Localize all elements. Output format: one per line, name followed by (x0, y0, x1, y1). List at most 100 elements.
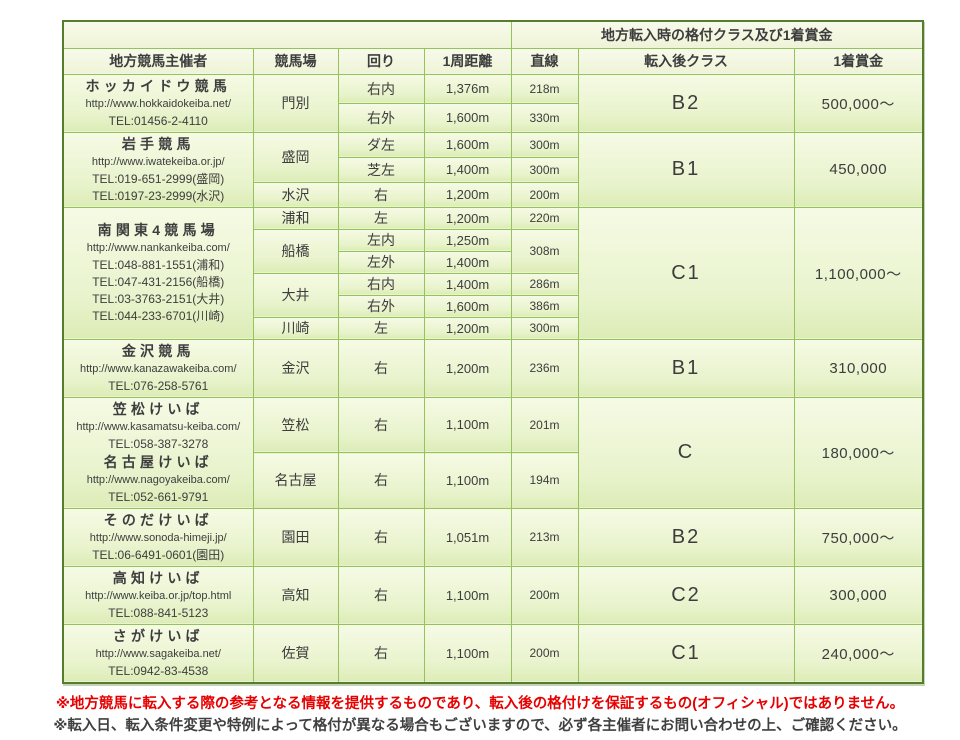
organizer-url: http://www.sagakeiba.net/ (95, 647, 221, 660)
organizer-name: そのだけいば (103, 511, 213, 528)
organizer-name: 南関東4競馬場 (97, 222, 219, 238)
top-header-spacer (62, 20, 512, 49)
class-cell: B1 (577, 338, 795, 398)
racecourse-cell: 水沢 (252, 181, 339, 208)
table-row: 大井 右内 1,400m 286m (63, 272, 923, 318)
lap-distance-cell: 1,200m (423, 338, 512, 398)
organizer-url: http://www.keiba.or.jp/top.html (85, 589, 232, 602)
table-row: 南関東4競馬場 http://www.nankankeiba.com/ TEL:… (62, 206, 924, 340)
lap-distance-cell: 1,600m (423, 131, 512, 158)
lap-distance-cell: 1,400m (423, 250, 512, 274)
table-row: そのだけいば http://www.sonoda-himeji.jp/ TEL:… (62, 507, 924, 567)
direction-cell: 左 (337, 316, 425, 340)
straight-cell: 300m (510, 131, 579, 158)
organizer-tel: TEL:076-258-5761 (108, 378, 209, 393)
organizer-tel: TEL:058-387-3278 (108, 436, 209, 451)
lap-distance-cell: 1,200m (423, 181, 512, 208)
organizer-tel: TEL:044-233-6701(川崎) (92, 309, 225, 323)
organizer-url: http://www.kasamatsu-keiba.com/ (76, 420, 241, 433)
class-cell: B2 (577, 73, 795, 133)
column-header-row: 地方競馬主催者 競馬場 回り 1周距離 直線 転入後クラス 1着賞金 (62, 47, 924, 75)
lap-distance-cell: 1,100m (423, 623, 512, 683)
lap-distance-cell: 1,376m (423, 73, 512, 104)
straight-cell: 330m (510, 102, 579, 133)
organizer-cell: 金沢競馬 http://www.kanazawakeiba.com/ TEL:0… (62, 338, 254, 398)
straight-cell: 201m (510, 396, 579, 453)
organizer-url: http://www.nankankeiba.com/ (86, 242, 230, 254)
organizer-block: そのだけいば http://www.sonoda-himeji.jp/ TEL:… (65, 511, 252, 564)
organizer-cell: 南関東4競馬場 http://www.nankankeiba.com/ TEL:… (62, 206, 254, 340)
organizer-cell: 岩手競馬 http://www.iwatekeiba.or.jp/ TEL:01… (62, 131, 254, 208)
organizer-block: 名古屋けいば http://www.nagoyakeiba.com/ TEL:0… (65, 453, 252, 506)
organizer-url: http://www.nagoyakeiba.com/ (86, 473, 230, 486)
direction-cell: 右 (337, 452, 425, 509)
lap-distance-cell: 1,100m (423, 396, 512, 453)
organizer-url: http://www.sonoda-himeji.jp/ (89, 531, 227, 544)
direction-cell: 右 (337, 507, 425, 567)
prize-cell: 300,000 (793, 565, 924, 625)
direction-cell: 左外 (337, 250, 425, 274)
class-cell: C1 (577, 206, 795, 340)
organizer-name: 笠松けいば (112, 400, 204, 417)
table-row: 岩手競馬 http://www.iwatekeiba.or.jp/ TEL:01… (62, 131, 924, 208)
direction-cell: 右内 (337, 73, 425, 104)
class-cell: C2 (577, 565, 795, 625)
direction-cell: ダ左 (337, 131, 425, 158)
straight-cell: 308m (510, 228, 579, 274)
group-header-cell: 地方転入時の格付クラス及び1着賞金 (510, 20, 924, 49)
organizer-url: http://www.iwatekeiba.or.jp/ (91, 155, 225, 168)
organizer-name: さがけいば (112, 627, 204, 644)
table-row: 川崎 左 1,200m 300m (63, 316, 923, 340)
organizer-block: 岩手競馬 http://www.iwatekeiba.or.jp/ TEL:01… (65, 135, 252, 205)
direction-cell: 右 (337, 338, 425, 398)
group-header-row: 地方転入時の格付クラス及び1着賞金 (62, 20, 924, 49)
table-row: 水沢 右 1,200m 200m (63, 181, 923, 208)
organizer-name: 金沢競馬 (121, 342, 195, 359)
table-row: 金沢競馬 http://www.kanazawakeiba.com/ TEL:0… (62, 338, 924, 398)
column-header-direction: 回り (337, 47, 425, 75)
table-row: 名古屋 右 1,100m 194m (63, 452, 923, 509)
organizer-cell: ホッカイドウ競馬 http://www.hokkaidokeiba.net/ T… (62, 73, 254, 133)
column-header-racecourse: 競馬場 (252, 47, 339, 75)
class-cell: B2 (577, 507, 795, 567)
prize-cell: 310,000 (793, 338, 924, 398)
lap-distance-cell: 1,600m (423, 294, 512, 318)
organizer-tel: TEL:03-3763-2151(大井) (92, 292, 225, 306)
direction-cell: 右外 (337, 102, 425, 133)
prize-cell: 240,000～ (793, 623, 924, 683)
straight-cell: 213m (510, 507, 579, 567)
organizer-cell: 笠松けいば http://www.kasamatsu-keiba.com/ TE… (62, 396, 254, 509)
straight-cell: 236m (510, 338, 579, 398)
organizer-name: 岩手競馬 (121, 135, 195, 152)
organizer-cell: 高知けいば http://www.keiba.or.jp/top.html TE… (62, 565, 254, 625)
prize-cell: 1,100,000～ (793, 206, 924, 340)
table-row: 船橋 左内 1,250m 308m (63, 228, 923, 274)
direction-cell: 右 (337, 565, 425, 625)
organizer-block: 金沢競馬 http://www.kanazawakeiba.com/ TEL:0… (65, 342, 252, 395)
organizer-tel: TEL:052-661-9791 (108, 489, 209, 504)
organizer-name: 名古屋けいば (103, 453, 213, 470)
organizer-name: ホッカイドウ競馬 (85, 77, 232, 94)
straight-cell: 200m (510, 565, 579, 625)
direction-cell: 右 (337, 181, 425, 208)
column-header-class: 転入後クラス (577, 47, 795, 75)
organizer-block: 高知けいば http://www.keiba.or.jp/top.html TE… (65, 569, 252, 622)
column-header-organizer: 地方競馬主催者 (62, 47, 254, 75)
racecourse-cell: 園田 (252, 507, 339, 567)
racecourse-cell: 浦和 (252, 206, 339, 230)
organizer-name: 高知けいば (112, 569, 204, 586)
direction-cell: 左 (337, 206, 425, 230)
grading-table: 地方転入時の格付クラス及び1着賞金 地方競馬主催者 競馬場 回り 1周距離 直線… (62, 20, 924, 684)
table-row: ホッカイドウ競馬 http://www.hokkaidokeiba.net/ T… (62, 73, 924, 133)
lap-distance-cell: 1,200m (423, 206, 512, 230)
column-header-straight: 直線 (510, 47, 579, 75)
straight-cell: 386m (510, 294, 579, 318)
organizer-tel: TEL:01456-2-4110 (108, 113, 208, 128)
racecourse-cell: 高知 (252, 565, 339, 625)
racecourse-cell: 大井 (252, 272, 339, 318)
direction-cell: 右内 (337, 272, 425, 296)
prize-cell: 750,000～ (793, 507, 924, 567)
straight-cell: 194m (510, 452, 579, 509)
organizer-tel: TEL:06-6491-0601(園田) (92, 547, 225, 562)
racecourse-cell: 船橋 (252, 228, 339, 274)
